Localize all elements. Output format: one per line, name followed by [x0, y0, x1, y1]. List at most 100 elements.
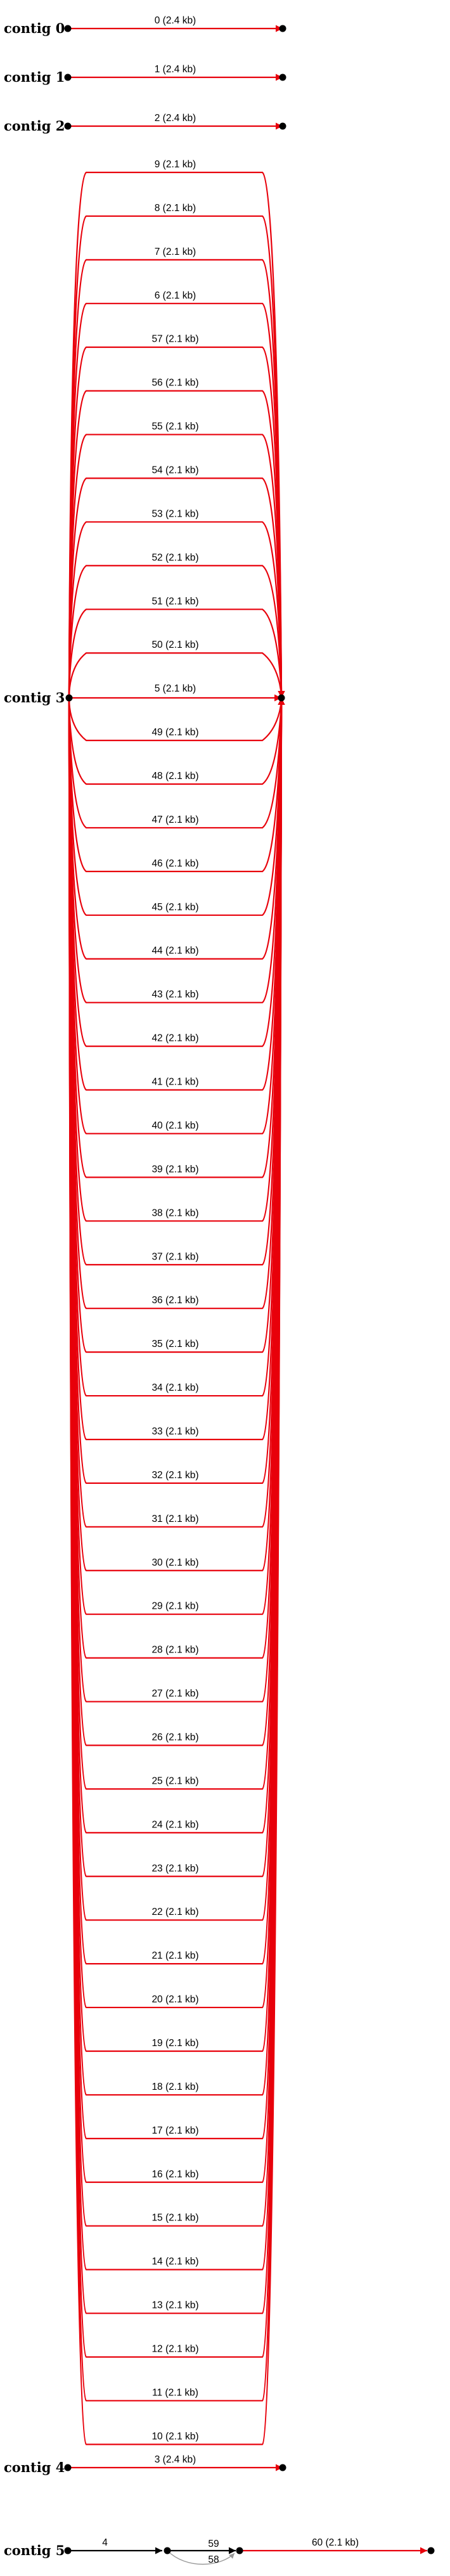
edge-label: 11 (2.1 kb)	[152, 2387, 198, 2398]
edge-label: 32 (2.1 kb)	[151, 1470, 198, 1481]
edge-line	[68, 697, 285, 2139]
edge-label: 7 (2.1 kb)	[155, 247, 196, 257]
junction-node	[236, 2547, 243, 2554]
edge-label: 46 (2.1 kb)	[151, 858, 198, 869]
edge-label: 10 (2.1 kb)	[151, 2431, 198, 2442]
edge-label: 14 (2.1 kb)	[151, 2257, 198, 2267]
edge-line	[68, 697, 285, 1877]
edge-line	[68, 697, 285, 2314]
end-node	[279, 122, 286, 130]
edge-line	[68, 697, 285, 829]
edge-label: 30 (2.1 kb)	[151, 1557, 198, 1568]
edge-label: 20 (2.1 kb)	[151, 1994, 198, 2005]
edge-label: 6 (2.1 kb)	[155, 290, 196, 301]
end-node	[279, 74, 286, 81]
edge-label: 17 (2.1 kb)	[151, 2125, 198, 2136]
edge-line	[68, 697, 285, 1965]
edge-label: 45 (2.1 kb)	[151, 902, 198, 913]
edge-label: 2 (2.4 kb)	[155, 113, 196, 124]
edge-line	[167, 2550, 235, 2565]
edge-line	[68, 697, 285, 2052]
edge-label: 27 (2.1 kb)	[151, 1689, 198, 1699]
edge-line	[68, 697, 285, 1178]
edge-line	[68, 609, 285, 699]
edge-line	[68, 565, 285, 699]
edge-label: 26 (2.1 kb)	[151, 1732, 198, 1742]
end-node	[279, 25, 286, 32]
edge-label: 55 (2.1 kb)	[151, 422, 198, 432]
edge-label: 40 (2.1 kb)	[151, 1120, 198, 1131]
edge-label: 25 (2.1 kb)	[151, 1775, 198, 1786]
edge-label: 34 (2.1 kb)	[151, 1382, 198, 1393]
edge-label: 49 (2.1 kb)	[151, 727, 198, 738]
edge-label: 42 (2.1 kb)	[151, 1033, 198, 1044]
edge-label: 38 (2.1 kb)	[151, 1208, 198, 1218]
edge-label: 24 (2.1 kb)	[151, 1819, 198, 1830]
edge-line	[68, 697, 285, 1003]
edge-label: 41 (2.1 kb)	[151, 1077, 198, 1088]
edge-label: 60 (2.1 kb)	[312, 2537, 359, 2548]
contig-label: contig 5	[4, 2542, 65, 2558]
start-node	[64, 2464, 72, 2471]
edge-label: 0 (2.4 kb)	[155, 15, 196, 26]
edge-line	[68, 697, 285, 1266]
edge-label: 59	[208, 2539, 219, 2549]
edge-label: 44 (2.1 kb)	[151, 946, 198, 956]
end-node	[279, 2464, 286, 2471]
edge-line	[68, 302, 285, 699]
edge-label: 1 (2.4 kb)	[155, 64, 196, 75]
edge-label: 48 (2.1 kb)	[151, 771, 198, 782]
edge-label: 22 (2.1 kb)	[151, 1907, 198, 1917]
edge-label: 8 (2.1 kb)	[155, 203, 196, 214]
edge-line	[68, 215, 285, 699]
edge-label: 13 (2.1 kb)	[151, 2300, 198, 2311]
edge-line	[68, 697, 285, 1703]
edge-label: 35 (2.1 kb)	[151, 1339, 198, 1349]
edge-line	[68, 697, 285, 1441]
edge-label: 39 (2.1 kb)	[151, 1164, 198, 1175]
edge-label: 50 (2.1 kb)	[151, 640, 198, 650]
edge-label: 31 (2.1 kb)	[151, 1514, 198, 1524]
edge-line	[68, 652, 285, 699]
edge-line	[68, 697, 285, 2445]
edge-label: 43 (2.1 kb)	[151, 989, 198, 1000]
contig-label: contig 2	[4, 118, 65, 134]
contig-label: contig 1	[4, 69, 65, 85]
edge-label: 3 (2.4 kb)	[155, 2454, 196, 2465]
edge-label: 47 (2.1 kb)	[151, 815, 198, 825]
edge-label: 51 (2.1 kb)	[151, 596, 198, 607]
start-node	[65, 694, 73, 702]
end-node	[427, 2547, 435, 2554]
edge-label: 16 (2.1 kb)	[151, 2169, 198, 2180]
edge-label: 29 (2.1 kb)	[151, 1601, 198, 1612]
edge-label: 54 (2.1 kb)	[151, 465, 198, 476]
edge-label: 56 (2.1 kb)	[151, 378, 198, 389]
edge-label: 23 (2.1 kb)	[151, 1863, 198, 1874]
edge-label: 58	[208, 2554, 219, 2565]
edge-label: 37 (2.1 kb)	[151, 1251, 198, 1262]
start-node	[64, 25, 72, 32]
edge-label: 28 (2.1 kb)	[151, 1645, 198, 1656]
contig-label: contig 3	[4, 690, 65, 705]
contig-label: contig 0	[4, 20, 65, 36]
edge-label: 19 (2.1 kb)	[151, 2038, 198, 2049]
edge-label: 5 (2.1 kb)	[155, 683, 196, 694]
edge-line	[68, 697, 285, 1091]
end-node	[278, 694, 285, 702]
edge-line	[68, 390, 285, 699]
start-node	[64, 74, 72, 81]
start-node	[64, 2547, 72, 2554]
edge-label: 9 (2.1 kb)	[155, 159, 196, 170]
edge-label: 57 (2.1 kb)	[151, 334, 198, 345]
edge-label: 4	[102, 2537, 108, 2548]
edge-label: 36 (2.1 kb)	[151, 1295, 198, 1306]
junction-node	[164, 2547, 171, 2554]
edge-label: 53 (2.1 kb)	[151, 508, 198, 519]
edge-label: 15 (2.1 kb)	[151, 2213, 198, 2224]
edge-label: 21 (2.1 kb)	[151, 1950, 198, 1961]
edge-label: 12 (2.1 kb)	[151, 2344, 198, 2355]
start-node	[64, 122, 72, 130]
contig-label: contig 4	[4, 2459, 65, 2475]
edge-label: 18 (2.1 kb)	[151, 2082, 198, 2092]
